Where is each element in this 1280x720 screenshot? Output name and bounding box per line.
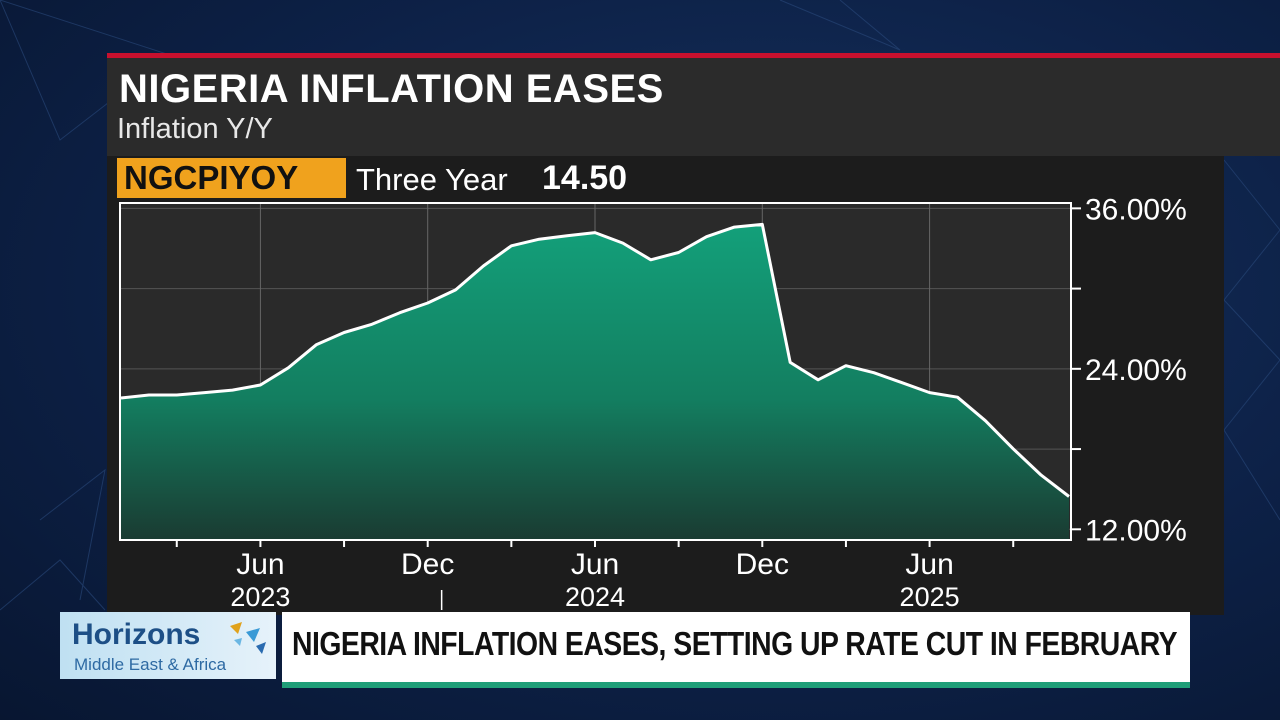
logo-name: Horizons	[72, 618, 201, 651]
y-tick-label: 12.00%	[1085, 514, 1187, 547]
title-bar: NIGERIA INFLATION EASES Inflation Y/Y	[107, 58, 1280, 156]
headline-box: NIGERIA INFLATION EASES, SETTING UP RATE…	[282, 612, 1190, 682]
show-logo: Horizons Middle East & Africa	[60, 612, 276, 679]
last-value: 14.50	[542, 159, 628, 197]
x-tick-label: Jun	[905, 548, 953, 581]
x-year-label: 2025	[900, 582, 960, 612]
x-tick-label: Jun	[236, 548, 284, 581]
x-tick-label: Jun	[571, 548, 619, 581]
ticker-badge: NGCPIYOY	[117, 158, 346, 198]
chart-title: NIGERIA INFLATION EASES	[119, 67, 664, 111]
x-year-label: 2023	[230, 582, 290, 612]
logo-tagline: Middle East & Africa	[74, 655, 227, 674]
x-tick-label: Dec	[736, 548, 789, 581]
headline-text: NIGERIA INFLATION EASES, SETTING UP RATE…	[292, 625, 1178, 662]
y-tick-label: 24.00%	[1085, 354, 1187, 387]
y-tick-label: 36.00%	[1085, 193, 1187, 226]
chart-subtitle: Inflation Y/Y	[117, 113, 273, 145]
headline-rule	[282, 682, 1190, 688]
inflation-area	[121, 224, 1069, 540]
accent-rule	[107, 53, 1280, 58]
logo-mark-icon	[230, 622, 266, 654]
x-tick-label: Dec	[401, 548, 454, 581]
period-label: Three Year	[356, 162, 508, 197]
lower-third: Horizons Middle East & Africa NIGERIA IN…	[60, 612, 1190, 690]
x-year-label: 2024	[565, 582, 625, 612]
